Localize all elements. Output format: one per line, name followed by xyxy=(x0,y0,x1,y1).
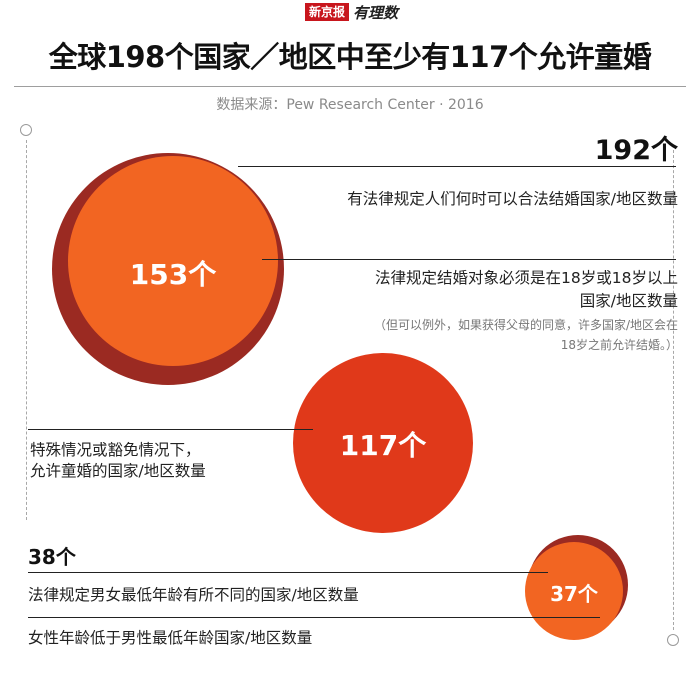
desc-153: 法律规定结婚对象必须是在18岁或18岁以上 xyxy=(375,269,678,287)
leader-line-38 xyxy=(28,572,548,573)
guide-ring-end-icon xyxy=(667,634,679,646)
guide-ring-start-icon xyxy=(20,124,32,136)
bubble-117-label: 117个 xyxy=(339,429,427,462)
desc-117-line2: 允许童婚的国家/地区数量 xyxy=(30,462,206,480)
bubble-153-label: 153个 xyxy=(129,258,217,291)
leader-line-117 xyxy=(28,429,313,430)
brand-name: 新京报 xyxy=(305,3,350,21)
desc-37: 女性年龄低于男性最低年龄国家/地区数量 xyxy=(28,629,313,647)
desc-117: 特殊情况或豁免情况下， xyxy=(30,441,201,459)
desc-38: 法律规定男女最低年龄有所不同的国家/地区数量 xyxy=(28,586,359,604)
bubble-37-label: 37个 xyxy=(550,582,598,606)
bubble-153 xyxy=(68,156,278,366)
desc-192: 有法律规定人们何时可以合法结婚国家/地区数量 xyxy=(347,190,678,208)
guide-dash-right xyxy=(673,150,674,630)
note-153: （但可以例外，如果获得父母的同意，许多国家/地区会在 xyxy=(373,318,678,332)
bubble-37 xyxy=(525,542,623,640)
value-38: 38个 xyxy=(28,545,76,569)
page-title: 全球198个国家／地区中至少有117个允许童婚 xyxy=(48,40,652,74)
brand-logo: 新京报 有理数 xyxy=(305,2,398,22)
bubble-117 xyxy=(293,353,473,533)
leader-line-153 xyxy=(262,259,676,260)
leader-line-192 xyxy=(238,166,676,167)
desc-153-line2: 国家/地区数量 xyxy=(579,292,678,310)
brand-column: 有理数 xyxy=(353,3,399,22)
guide-dash-left xyxy=(26,140,27,520)
title-divider xyxy=(14,86,686,87)
note-153-line2: 18岁之前允许结婚。） xyxy=(560,338,678,352)
data-source: 数据来源：Pew Research Center · 2016 xyxy=(216,97,484,113)
value-192: 192个 xyxy=(594,135,678,166)
leader-line-37 xyxy=(28,617,600,618)
